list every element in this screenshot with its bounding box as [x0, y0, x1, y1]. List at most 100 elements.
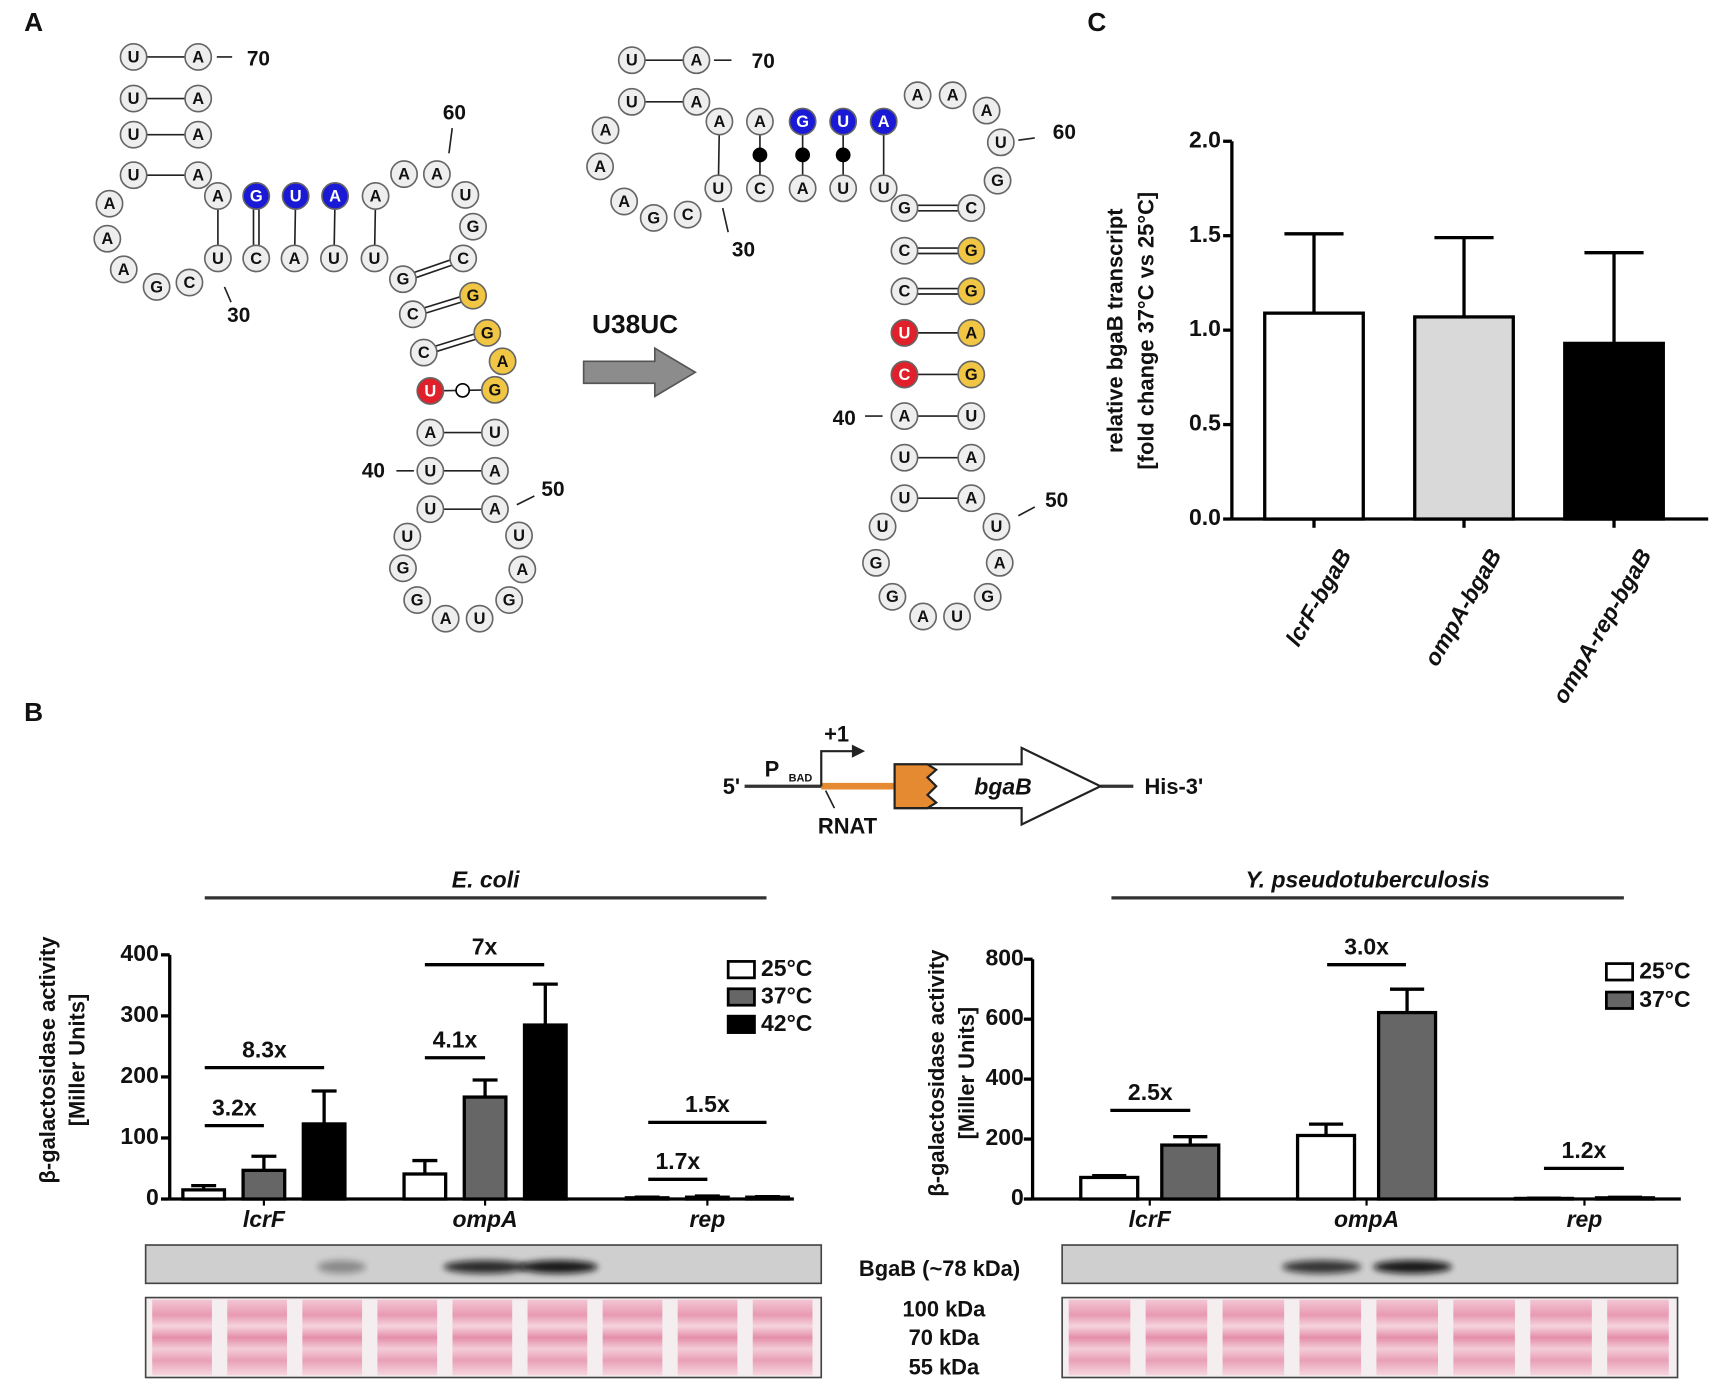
nucleotide-letter: G [886, 588, 899, 606]
nucleotide-letter: C [899, 283, 911, 301]
ponceau-lane [1376, 1299, 1439, 1376]
nucleotide [449, 244, 478, 273]
nucleotide-letter: A [398, 166, 410, 184]
nucleotide-letter: A [370, 187, 382, 205]
ponceau-lane [1607, 1299, 1669, 1376]
position-label: 50 [1045, 489, 1068, 512]
nucleotide-letter: U [128, 48, 140, 66]
nucleotide-letter: A [713, 113, 725, 131]
nucleotide-letter: U [899, 324, 911, 342]
nucleotide [403, 586, 432, 615]
nucleotide [416, 376, 445, 405]
nucleotide-letter: C [754, 180, 766, 198]
bar [402, 1172, 448, 1201]
nucleotide [459, 212, 488, 241]
nucleotide [705, 107, 734, 136]
nucleotide-letter: A [212, 187, 224, 205]
fold-change-label: 1.2x [1562, 1137, 1607, 1163]
nucleotide-letter: A [289, 250, 301, 268]
y-axis-label: β-galactosidase activity [924, 949, 949, 1197]
bar [522, 1023, 568, 1201]
nucleotide-letter: G [991, 172, 1004, 190]
bar [1413, 315, 1515, 521]
marker-label: 70 kDa [909, 1325, 980, 1350]
western-label: BgaB (~78 kDa) [859, 1256, 1020, 1281]
five-prime: 5' [723, 774, 740, 799]
nucleotide [431, 604, 460, 633]
nucleotide [973, 582, 1002, 611]
nucleotide-letter: U [712, 180, 724, 198]
nucleotide-letter: G [503, 591, 516, 609]
fold-change-label: 4.1x [433, 1026, 478, 1052]
nucleotide [890, 277, 919, 306]
nucleotide [682, 87, 711, 116]
nucleotide [890, 194, 919, 223]
nucleotide-letter: G [397, 560, 410, 578]
x-tick-label: ompA-rep-bgaB [1547, 544, 1656, 707]
nucleotide [673, 200, 702, 229]
legend-swatch [1604, 990, 1635, 1010]
nucleotide-letter: A [965, 490, 977, 508]
position-tick [721, 207, 729, 233]
nucleotide-letter: A [690, 52, 702, 70]
nucleotide [480, 456, 509, 485]
legend-label: 25°C [1639, 957, 1690, 983]
nucleotide-letter: A [516, 561, 528, 579]
rnat-label: RNAT [818, 814, 878, 839]
organism-title: Y. pseudotuberculosis [1245, 867, 1489, 893]
nucleotide-letter: U [128, 90, 140, 108]
nucleotide-letter: G [870, 554, 883, 572]
nucleotide-letter: U [877, 518, 889, 536]
y-tick-label: 400 [985, 1064, 1023, 1090]
ponceau-lane [302, 1299, 363, 1376]
nucleotide-letter: A [192, 90, 204, 108]
nucleotide [869, 174, 898, 203]
position-label: 30 [732, 238, 755, 261]
nucleotide-letter: A [594, 158, 606, 176]
fold-change-label: 2.5x [1128, 1079, 1173, 1105]
nucleotide-letter: G [965, 242, 978, 260]
ponceau-lane [227, 1299, 288, 1376]
nucleotide [788, 107, 817, 136]
nucleotide-letter: G [981, 588, 994, 606]
nucleotide-letter: G [965, 366, 978, 384]
nucleotide-letter: A [440, 610, 452, 628]
ponceau-lane [1530, 1299, 1592, 1376]
nucleotide [943, 602, 971, 631]
bar [1295, 1133, 1357, 1201]
position-tick [1018, 137, 1035, 141]
nucleotide [459, 281, 488, 310]
marker-label: 100 kDa [903, 1296, 987, 1321]
pair-symbol [752, 147, 768, 163]
pair-symbol [835, 147, 851, 163]
nucleotide [95, 189, 124, 218]
nucleotide [184, 120, 213, 149]
nucleotide-letter: U [991, 518, 1003, 536]
promoter: P [765, 757, 780, 782]
nucleotide-letter: A [192, 167, 204, 185]
nucleotide-letter: A [118, 261, 130, 279]
position-tick [1017, 506, 1036, 517]
nucleotide [909, 602, 938, 631]
western-band [1373, 1260, 1452, 1274]
nucleotide-letter: G [397, 271, 410, 289]
bar [684, 1195, 730, 1201]
ponceau-lane [1222, 1299, 1285, 1376]
panel-label: B [24, 697, 43, 727]
nucleotide-letter: U [328, 250, 340, 268]
nucleotide-letter: G [150, 278, 163, 296]
nucleotide [184, 42, 213, 71]
nucleotide-letter: A [878, 113, 890, 131]
mutation-label: U38UC [592, 309, 678, 339]
bar [624, 1196, 670, 1201]
nucleotide [203, 182, 232, 210]
ponceau-lane [1299, 1299, 1362, 1376]
ponceau-lane [452, 1299, 513, 1376]
ponceau-lane [152, 1299, 212, 1376]
bar [1079, 1175, 1140, 1201]
nucleotide [829, 107, 858, 136]
nucleotide-letter: A [489, 501, 501, 519]
nucleotide [617, 87, 646, 116]
nucleotide-letter: C [899, 366, 911, 384]
x-tick-label: lcrF [243, 1206, 286, 1232]
